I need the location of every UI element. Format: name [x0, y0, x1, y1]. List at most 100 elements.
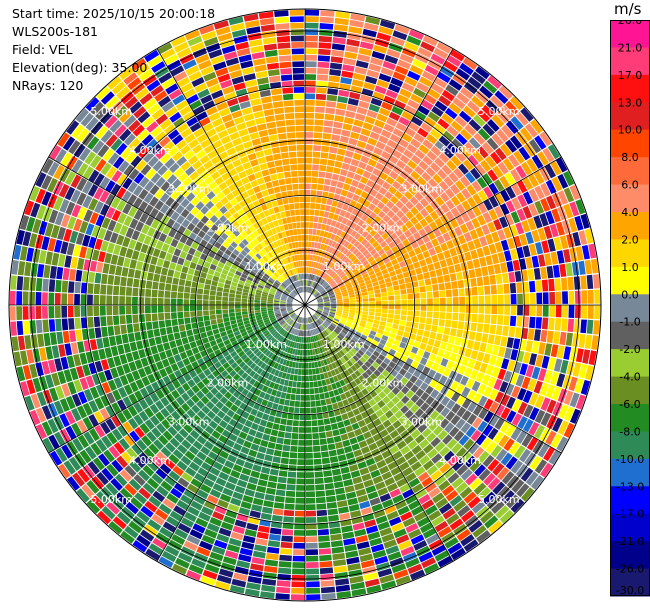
range-gate — [442, 367, 452, 378]
range-gate — [324, 392, 330, 399]
range-gate — [299, 414, 305, 421]
range-gate — [398, 233, 407, 242]
range-gate — [510, 349, 519, 361]
range-gate — [470, 350, 479, 360]
range-gate — [396, 159, 407, 170]
range-gate — [198, 277, 206, 284]
range-gate — [429, 128, 442, 140]
range-gate — [482, 353, 491, 364]
range-gate — [489, 274, 497, 285]
range-gate — [152, 321, 159, 329]
range-gate — [320, 204, 326, 211]
range-gate — [401, 266, 409, 273]
range-gate — [434, 382, 444, 392]
range-gate — [235, 305, 241, 309]
range-gate — [314, 292, 320, 297]
range-gate — [434, 185, 444, 196]
range-gate — [553, 358, 563, 372]
range-gate — [368, 294, 375, 298]
range-gate — [431, 325, 438, 333]
range-gate — [482, 123, 495, 137]
range-gate — [206, 522, 220, 533]
range-gate — [156, 451, 168, 463]
range-gate — [191, 347, 200, 355]
range-gate — [525, 123, 538, 138]
range-gate — [256, 367, 263, 375]
range-gate — [61, 293, 68, 305]
range-gate — [433, 340, 441, 348]
range-gate — [496, 109, 510, 124]
range-gate — [413, 293, 420, 299]
range-gate — [196, 310, 203, 317]
range-gate — [222, 414, 232, 424]
range-gate — [227, 347, 235, 354]
range-gate — [343, 302, 350, 305]
range-gate — [228, 418, 238, 427]
range-gate — [344, 51, 358, 60]
range-gate — [325, 430, 333, 438]
range-gate — [419, 438, 430, 449]
range-gate — [320, 264, 325, 271]
range-gate — [146, 355, 155, 365]
range-gate — [445, 388, 455, 399]
range-gate — [393, 472, 405, 482]
range-gate — [546, 330, 554, 344]
range-gate — [527, 378, 537, 392]
range-gate — [423, 443, 434, 454]
range-gate — [332, 227, 339, 235]
range-gate — [470, 429, 482, 442]
range-gate — [311, 183, 318, 190]
range-gate — [257, 425, 266, 433]
range-gate — [77, 341, 85, 353]
range-gate — [270, 368, 277, 375]
range-gate — [240, 446, 250, 455]
range-gate — [382, 434, 393, 444]
range-gate — [45, 251, 53, 265]
range-gate — [366, 283, 373, 289]
range-gate — [277, 335, 283, 341]
range-gate — [281, 337, 286, 344]
range-gate — [388, 111, 401, 122]
range-gate — [74, 305, 81, 318]
range-gate — [212, 461, 224, 471]
range-gate — [290, 328, 295, 334]
range-gate — [306, 581, 320, 588]
range-gate — [417, 329, 424, 336]
range-gate — [248, 310, 255, 314]
range-gate — [37, 264, 45, 278]
range-gate — [325, 245, 331, 252]
range-gate — [176, 460, 188, 471]
range-gate — [340, 169, 348, 177]
range-gate — [443, 176, 454, 187]
range-gate — [230, 531, 244, 541]
range-gate — [9, 306, 16, 321]
range-gate — [337, 96, 349, 104]
range-gate — [365, 143, 375, 152]
range-gate — [290, 312, 295, 317]
range-gate — [315, 262, 319, 269]
range-gate — [384, 455, 395, 465]
range-gate — [338, 282, 345, 288]
range-gate — [29, 320, 37, 334]
range-gate — [185, 466, 197, 477]
range-gate — [202, 569, 218, 580]
range-gate — [355, 60, 369, 69]
range-gate — [263, 319, 270, 323]
range-gate — [214, 539, 228, 550]
range-gate — [346, 144, 356, 152]
range-gate — [140, 357, 149, 367]
range-gate — [305, 106, 315, 113]
range-gate — [169, 437, 181, 448]
range-gate — [180, 517, 194, 528]
range-gate — [196, 451, 207, 461]
range-gate — [485, 441, 497, 454]
range-gate — [306, 587, 321, 594]
range-gate — [249, 386, 257, 394]
range-gate — [343, 116, 354, 125]
range-gate — [127, 332, 136, 343]
range-gate — [461, 398, 472, 409]
range-gate — [207, 373, 215, 382]
range-gate — [384, 326, 392, 333]
range-gate — [317, 223, 322, 230]
range-gate — [216, 286, 224, 292]
